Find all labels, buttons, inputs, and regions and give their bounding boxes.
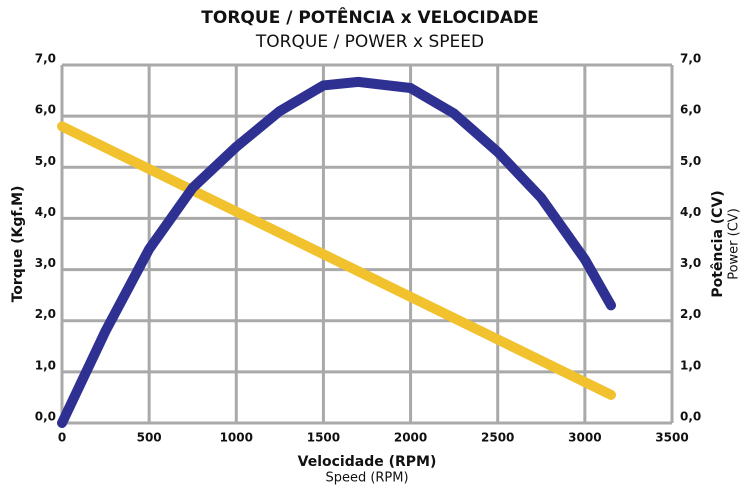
y2-tick-label: 3,0	[680, 256, 701, 270]
x-tick-label: 3000	[568, 431, 601, 445]
y-tick-label: 2,0	[35, 307, 56, 321]
y-tick-label: 5,0	[35, 154, 56, 168]
series-line	[57, 121, 616, 400]
y-axis-label: Torque (Kgf.M)	[10, 186, 26, 303]
y2-axis-label: Potência (CV)	[710, 190, 726, 297]
x-axis-sublabel: Speed (RPM)	[325, 471, 408, 486]
y-tick-label: 6,0	[35, 103, 56, 117]
series-line	[57, 76, 616, 428]
y2-tick-label: 7,0	[680, 52, 701, 66]
chart-title: TORQUE / POTÊNCIA x VELOCIDADE	[201, 6, 538, 28]
y-tick-label: 1,0	[35, 358, 56, 372]
y2-tick-label: 4,0	[680, 205, 701, 219]
x-tick-label: 2500	[481, 431, 514, 445]
y2-tick-label: 2,0	[680, 307, 701, 321]
x-tick-label: 2000	[394, 431, 427, 445]
y-tick-label: 3,0	[35, 256, 56, 270]
x-tick-label: 1000	[220, 431, 253, 445]
x-tick-label: 3500	[655, 431, 688, 445]
y-tick-label: 7,0	[35, 52, 56, 66]
y2-tick-label: 6,0	[680, 103, 701, 117]
x-tick-label: 0	[58, 431, 66, 445]
chart-subtitle: TORQUE / POWER x SPEED	[255, 32, 484, 52]
x-tick-label: 1500	[307, 431, 340, 445]
y2-tick-label: 1,0	[680, 358, 701, 372]
y2-tick-label: 0,0	[680, 410, 701, 424]
x-axis-label: Velocidade (RPM)	[298, 454, 437, 470]
y2-axis-sublabel: Power (CV)	[727, 208, 741, 280]
y-tick-label: 0,0	[35, 410, 56, 424]
y2-tick-label: 5,0	[680, 154, 701, 168]
x-tick-label: 500	[137, 431, 162, 445]
y-tick-label: 4,0	[35, 205, 56, 219]
